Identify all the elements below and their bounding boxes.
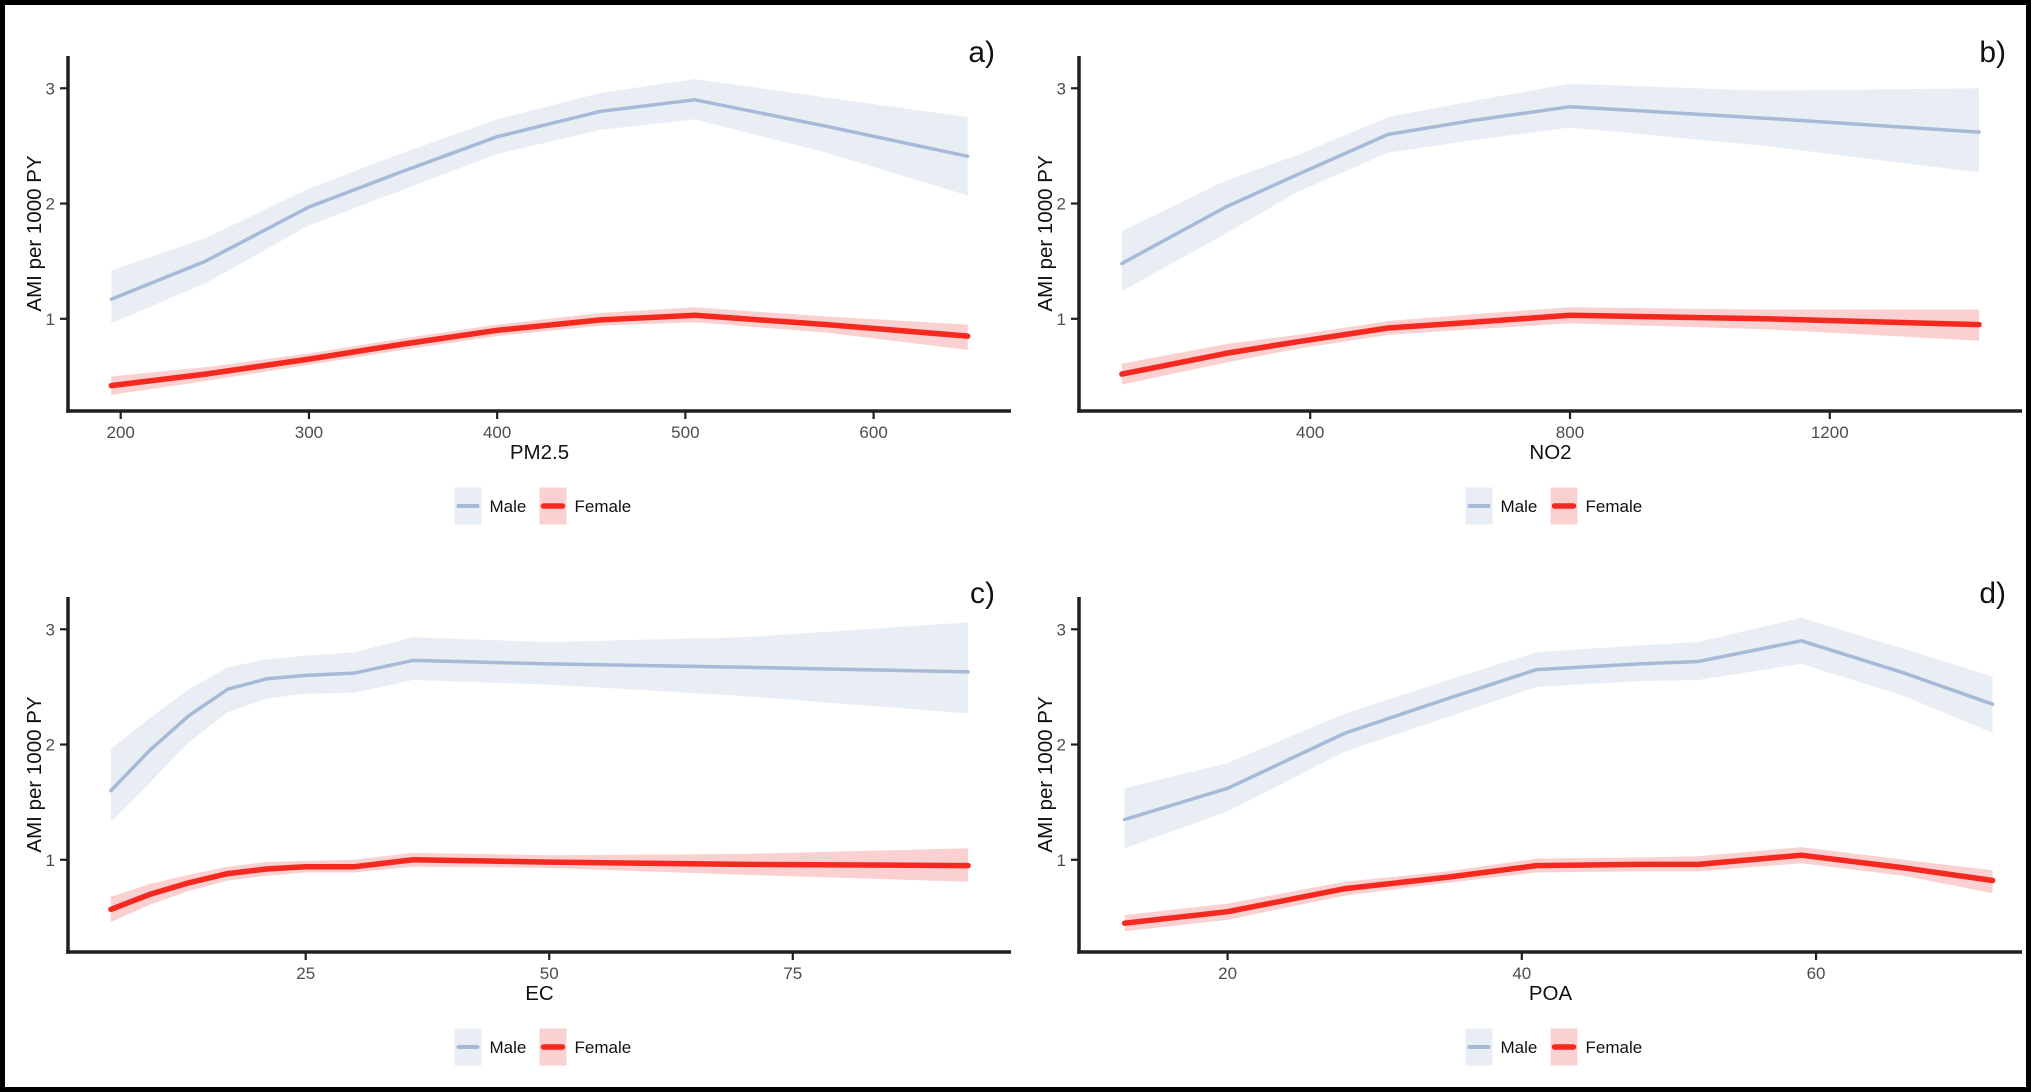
legend-item-female: Female: [1550, 1028, 1642, 1066]
panel-label-a: a): [968, 36, 995, 69]
legend-item-male: Male: [454, 487, 527, 525]
x-axis-title: EC: [525, 982, 554, 1005]
x-tick-label: 1200: [1810, 423, 1848, 442]
legend-item-male: Male: [1465, 1028, 1537, 1066]
y-tick-label: 1: [46, 310, 55, 329]
y-tick-label: 3: [1056, 79, 1065, 98]
legend-label-male: Male: [490, 1038, 527, 1057]
y-tick-label: 3: [46, 620, 55, 639]
y-tick-label: 2: [46, 195, 55, 214]
panel-b: 1 2 3 400 800 1200 NO2 AMI per 1000 PY b) Male Fem…: [1034, 36, 2022, 525]
legend-item-female: Female: [539, 1028, 632, 1066]
legend-label-female: Female: [1585, 497, 1642, 516]
panel-cell-c: 1 2 3 25 50 75 EC AMI per 1000 PY c) Male Female: [5, 546, 1016, 1087]
male-line: [109, 658, 970, 793]
legend: Male Female: [454, 1028, 632, 1066]
x-tick-label: 60: [1806, 964, 1825, 983]
x-tick-label: 75: [783, 964, 802, 983]
male-confidence-band: [1121, 83, 1979, 292]
x-axis-title: PM2.5: [510, 441, 569, 464]
y-tick-label: 2: [1056, 195, 1065, 214]
male-line: [1119, 104, 1981, 266]
panel-d: 1 2 3 20 40 60 POA AMI per 1000 PY d) Male Female: [1034, 577, 2022, 1066]
x-tick-label: 50: [540, 964, 559, 983]
female-confidence-band: [1124, 847, 1993, 932]
y-axis-title: AMI per 1000 PY: [23, 696, 46, 852]
y-tick-label: 2: [1056, 736, 1065, 755]
x-tick-label: 500: [671, 423, 699, 442]
legend-item-male: Male: [454, 1028, 527, 1066]
female-line: [108, 857, 971, 913]
x-tick-label: 600: [859, 423, 887, 442]
panel-label-d: d): [1979, 577, 2006, 610]
female-line: [108, 312, 971, 389]
y-tick-label: 3: [1056, 620, 1065, 639]
y-axis-title: AMI per 1000 PY: [1034, 155, 1057, 311]
female-confidence-band: [1121, 307, 1979, 385]
legend-label-female: Female: [575, 1038, 632, 1057]
legend: Male Female: [454, 487, 632, 525]
x-tick-label: 20: [1218, 964, 1237, 983]
panel-grid: 1 2 3 200 300 400 500 600 PM2.5 AMI per 1000 PY a)…: [5, 5, 2026, 1087]
y-tick-label: 2: [46, 736, 55, 755]
female-line: [1118, 312, 1982, 377]
x-tick-label: 400: [483, 423, 511, 442]
female-line: [1121, 852, 1995, 926]
y-tick-label: 3: [46, 79, 55, 98]
male-confidence-band: [1124, 617, 1993, 849]
legend-label-male: Male: [490, 497, 527, 516]
legend-item-male: Male: [1465, 487, 1537, 525]
panel-cell-b: 1 2 3 400 800 1200 NO2 AMI per 1000 PY b) Male Fem…: [1016, 5, 2027, 546]
legend: Male Female: [1465, 1028, 1642, 1066]
x-tick-label: 200: [107, 423, 135, 442]
x-axis-title: NO2: [1529, 441, 1571, 464]
legend-label-male: Male: [1500, 1038, 1537, 1057]
legend-item-female: Female: [539, 487, 632, 525]
y-tick-label: 1: [1056, 310, 1065, 329]
panel-label-b: b): [1979, 36, 2006, 69]
x-tick-label: 40: [1512, 964, 1531, 983]
figure-canvas: 1 2 3 200 300 400 500 600 PM2.5 AMI per 1000 PY a)…: [5, 5, 2026, 1087]
panel-cell-d: 1 2 3 20 40 60 POA AMI per 1000 PY d) Male Female: [1016, 546, 2027, 1087]
male-confidence-band: [110, 622, 969, 822]
x-tick-label: 400: [1296, 423, 1324, 442]
y-axis-title: AMI per 1000 PY: [23, 155, 46, 311]
panel-a: 1 2 3 200 300 400 500 600 PM2.5 AMI per 1000 PY a)…: [23, 36, 1011, 525]
panel-label-c: c): [970, 577, 995, 610]
x-tick-label: 800: [1555, 423, 1583, 442]
legend-label-female: Female: [575, 497, 632, 516]
panel-c: 1 2 3 25 50 75 EC AMI per 1000 PY c) Male Female: [23, 577, 1011, 1066]
x-axis-title: POA: [1528, 982, 1572, 1005]
y-tick-label: 1: [1056, 851, 1065, 870]
legend: Male Female: [1465, 487, 1642, 525]
female-confidence-band: [111, 307, 968, 395]
y-axis-title: AMI per 1000 PY: [1034, 696, 1057, 852]
y-tick-label: 1: [46, 851, 55, 870]
panel-cell-a: 1 2 3 200 300 400 500 600 PM2.5 AMI per 1000 PY a)…: [5, 5, 1016, 546]
x-tick-label: 25: [296, 964, 315, 983]
x-tick-label: 300: [295, 423, 323, 442]
legend-item-female: Female: [1550, 487, 1642, 525]
legend-label-female: Female: [1585, 1038, 1642, 1057]
male-confidence-band: [111, 79, 968, 324]
male-line: [109, 98, 970, 301]
legend-label-male: Male: [1500, 497, 1537, 516]
male-line: [1122, 639, 1994, 822]
